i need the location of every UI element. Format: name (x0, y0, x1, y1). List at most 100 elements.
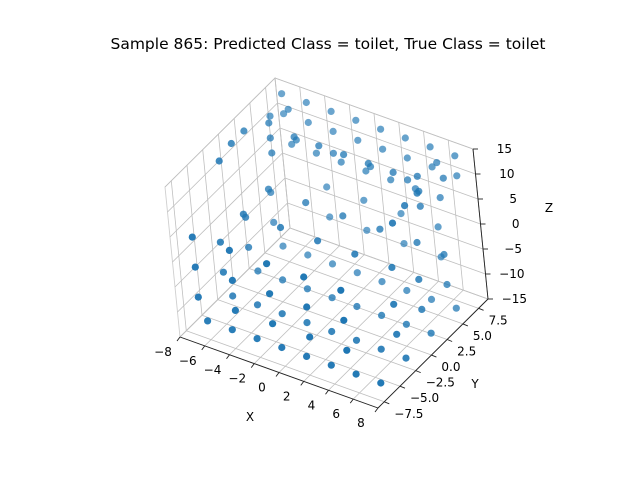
y-axis-label: Y (470, 377, 479, 391)
data-point (387, 176, 395, 184)
axis-lines (176, 148, 493, 413)
x-tick-mark (176, 336, 181, 342)
grid-line-y (264, 252, 463, 325)
data-point (253, 335, 261, 343)
data-point (327, 107, 335, 115)
data-point (191, 263, 199, 271)
x-tick-label: 6 (332, 407, 340, 421)
y-tick-mark (462, 323, 469, 327)
y-tick-label: −7.5 (394, 407, 423, 421)
z-tick-label: −5 (504, 242, 522, 256)
data-point (340, 316, 348, 324)
data-point (266, 112, 274, 120)
x-tick-label: 8 (357, 416, 365, 430)
data-point (388, 219, 397, 227)
data-point (403, 286, 411, 295)
data-point (426, 143, 434, 151)
data-point (352, 336, 361, 344)
data-point (451, 152, 459, 160)
data-point (378, 278, 386, 286)
grid-line-z (274, 77, 474, 150)
x-tick-label: −6 (179, 354, 197, 368)
data-point (227, 139, 235, 148)
data-point (439, 174, 447, 182)
chart-title: Sample 865: Predicted Class = toilet, Tr… (111, 35, 546, 53)
data-point (280, 110, 288, 118)
y-tick-label: 2.5 (457, 344, 476, 358)
y-tick-mark (415, 370, 421, 374)
data-point (351, 250, 359, 258)
data-point (215, 157, 223, 165)
data-point (263, 260, 271, 268)
data-point (377, 379, 385, 387)
data-point (413, 189, 421, 197)
grid-line-z (279, 127, 479, 200)
data-point (354, 136, 362, 144)
data-point (418, 305, 426, 313)
data-point (303, 352, 311, 360)
grid-line-y (233, 283, 432, 356)
x-tick-mark (325, 389, 329, 395)
data-point (403, 154, 411, 162)
data-point (264, 185, 273, 193)
data-point (276, 223, 285, 232)
data-point (376, 225, 384, 233)
grid-line-y (201, 314, 401, 387)
data-point (327, 361, 335, 369)
data-point (377, 345, 385, 353)
z-tick-label: 15 (497, 142, 512, 156)
data-point (284, 105, 292, 113)
data-point (360, 196, 368, 204)
z-tick-label: 10 (499, 167, 514, 181)
data-point (404, 176, 412, 184)
data-point (389, 168, 397, 176)
z-tick-label: 5 (509, 192, 517, 206)
data-point (304, 251, 312, 259)
data-point (323, 183, 331, 191)
y-axis-line (377, 298, 489, 409)
y-tick-label: 0.0 (441, 360, 460, 374)
y-tick-label: 5.0 (473, 329, 492, 343)
data-point (343, 346, 351, 354)
data-point (225, 246, 233, 254)
data-point (306, 333, 314, 341)
data-point (266, 290, 274, 298)
grid-line-x (229, 245, 340, 356)
data-point (328, 327, 336, 336)
grid-line-y (280, 236, 479, 309)
data-point (402, 320, 410, 328)
data-point (329, 149, 337, 157)
data-point (328, 260, 337, 268)
data-point (266, 134, 274, 142)
x-tick-mark (349, 398, 354, 404)
data-point (402, 354, 410, 362)
data-point (436, 194, 444, 202)
data-point (401, 134, 409, 142)
y-tick-label: 7.5 (489, 313, 508, 327)
grid-line-x (278, 263, 390, 373)
data-point (279, 276, 287, 284)
grid-line-z (287, 202, 486, 275)
data-point (194, 293, 202, 301)
grid-line-z (169, 127, 281, 238)
x-axis-label: X (246, 410, 254, 424)
data-point (245, 243, 253, 251)
data-point (302, 98, 310, 107)
x-tick-mark (374, 407, 379, 413)
x-tick-label: 4 (308, 398, 316, 412)
data-point (390, 300, 398, 308)
data-point (278, 310, 286, 318)
data-point (428, 163, 436, 171)
data-point (440, 250, 448, 259)
data-point (337, 158, 345, 166)
x-tick-mark (300, 381, 305, 386)
y-tick-label: −5.0 (410, 391, 439, 405)
data-point (329, 127, 337, 135)
data-point (413, 238, 421, 247)
data-point (353, 269, 361, 277)
data-point (314, 237, 322, 245)
data-point (304, 118, 312, 127)
tick-labels: −8 −6 −4 −2 0 2 4 6 8 −7.5 −5.0−2.5 0.0 2.55.0 7.5 −15… (154, 142, 527, 430)
